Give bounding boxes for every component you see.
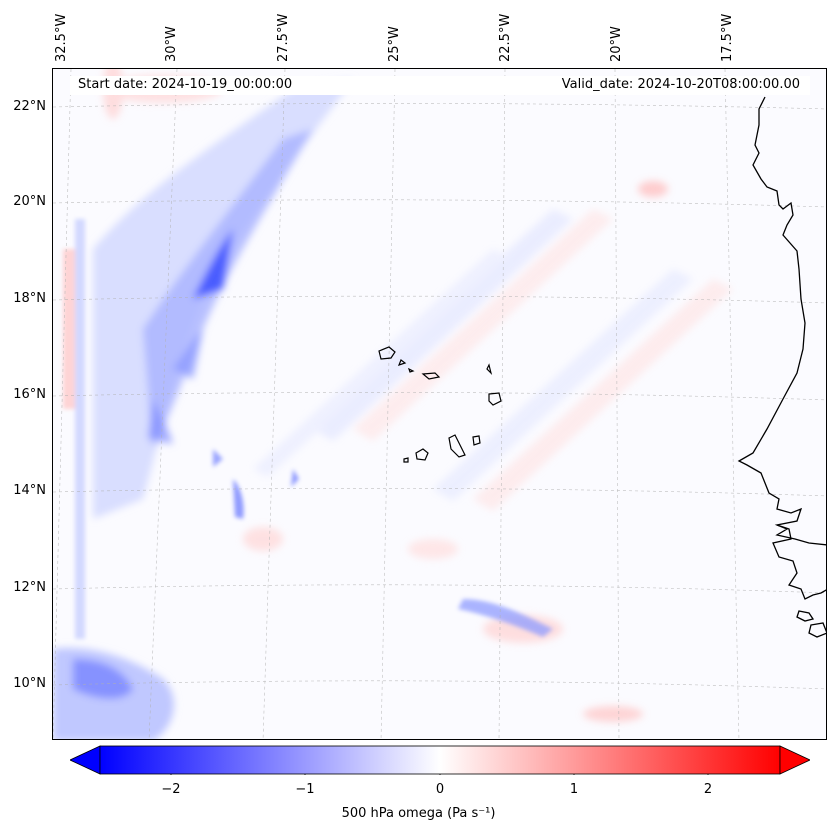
- island-santiago: [448, 434, 466, 458]
- gridline-25w: [380, 69, 396, 739]
- colorbar-tick-1: 1: [569, 782, 579, 797]
- lon-label-22-5w: 22.5°W: [498, 13, 513, 62]
- island-sao-vicente: [397, 359, 407, 366]
- coast-islands-2: [808, 622, 826, 638]
- lon-label-30w: 30°W: [164, 26, 179, 62]
- coast-mauritania-senegal: [737, 96, 826, 546]
- west-africa-coastline: [737, 96, 826, 638]
- colorbar-tick-neg1: −1: [295, 782, 315, 797]
- lat-label-16n: 16°N: [13, 387, 46, 402]
- lat-label-12n: 12°N: [13, 580, 46, 595]
- lat-label-18n: 18°N: [13, 291, 46, 306]
- colorbar-label: 500 hPa omega (Pa s⁻¹): [341, 806, 496, 821]
- island-boa-vista: [488, 392, 502, 406]
- cape-verde-islands: [378, 346, 502, 463]
- island-maio: [472, 435, 481, 446]
- ascent-band-nw: [93, 79, 353, 519]
- lon-label-32-5w: 32.5°W: [54, 13, 69, 62]
- island-brava: [403, 457, 409, 463]
- graticule: [53, 69, 826, 739]
- lon-label-20w: 20°W: [609, 26, 624, 62]
- colorbar-tick-neg2: −2: [161, 782, 181, 797]
- header-banner: Start date: 2024-10-19_00:00:00 Valid_da…: [70, 76, 810, 95]
- island-santa-luzia: [407, 367, 415, 373]
- map-panel[interactable]: [52, 68, 827, 740]
- edge-streaks: [63, 219, 85, 639]
- colorbar-min-arrow: [69, 745, 101, 775]
- gridline-30w: [148, 69, 178, 739]
- gridline-32-5w: [53, 69, 72, 739]
- omega-field: [53, 69, 826, 739]
- ascent-blob-sw: [53, 648, 174, 739]
- lat-label-22n: 22°N: [13, 99, 46, 114]
- gridline-22-5w: [498, 69, 506, 739]
- gridline-17-5w: [724, 69, 740, 739]
- colorbar-max-arrow: [779, 745, 811, 775]
- colorbar-tick-0: 0: [435, 782, 445, 797]
- diagonal-banding: [253, 209, 733, 511]
- lon-label-27-5w: 27.5°W: [276, 13, 291, 62]
- colorbar: [69, 745, 811, 778]
- lat-label-14n: 14°N: [13, 483, 46, 498]
- lon-label-25w: 25°W: [387, 26, 402, 62]
- island-santo-antao: [378, 346, 396, 360]
- coast-guinea-bissau: [772, 524, 826, 600]
- gridline-27-5w: [262, 69, 286, 739]
- lat-label-20n: 20°N: [13, 194, 46, 209]
- lat-label-10n: 10°N: [13, 676, 46, 691]
- island-sal: [486, 363, 493, 375]
- island-sao-nicolau: [421, 372, 441, 380]
- colorbar-tick-2: 2: [703, 782, 713, 797]
- start-date-label: Start date: 2024-10-19_00:00:00: [78, 77, 293, 92]
- island-fogo: [415, 448, 429, 461]
- lon-label-17-5w: 17.5°W: [720, 13, 735, 62]
- colorbar-gradient: [99, 745, 781, 775]
- gridline-20w: [614, 69, 620, 739]
- valid-date-label: Valid_date: 2024-10-20T08:00:00.00: [561, 77, 800, 92]
- coast-islands-1: [796, 610, 815, 622]
